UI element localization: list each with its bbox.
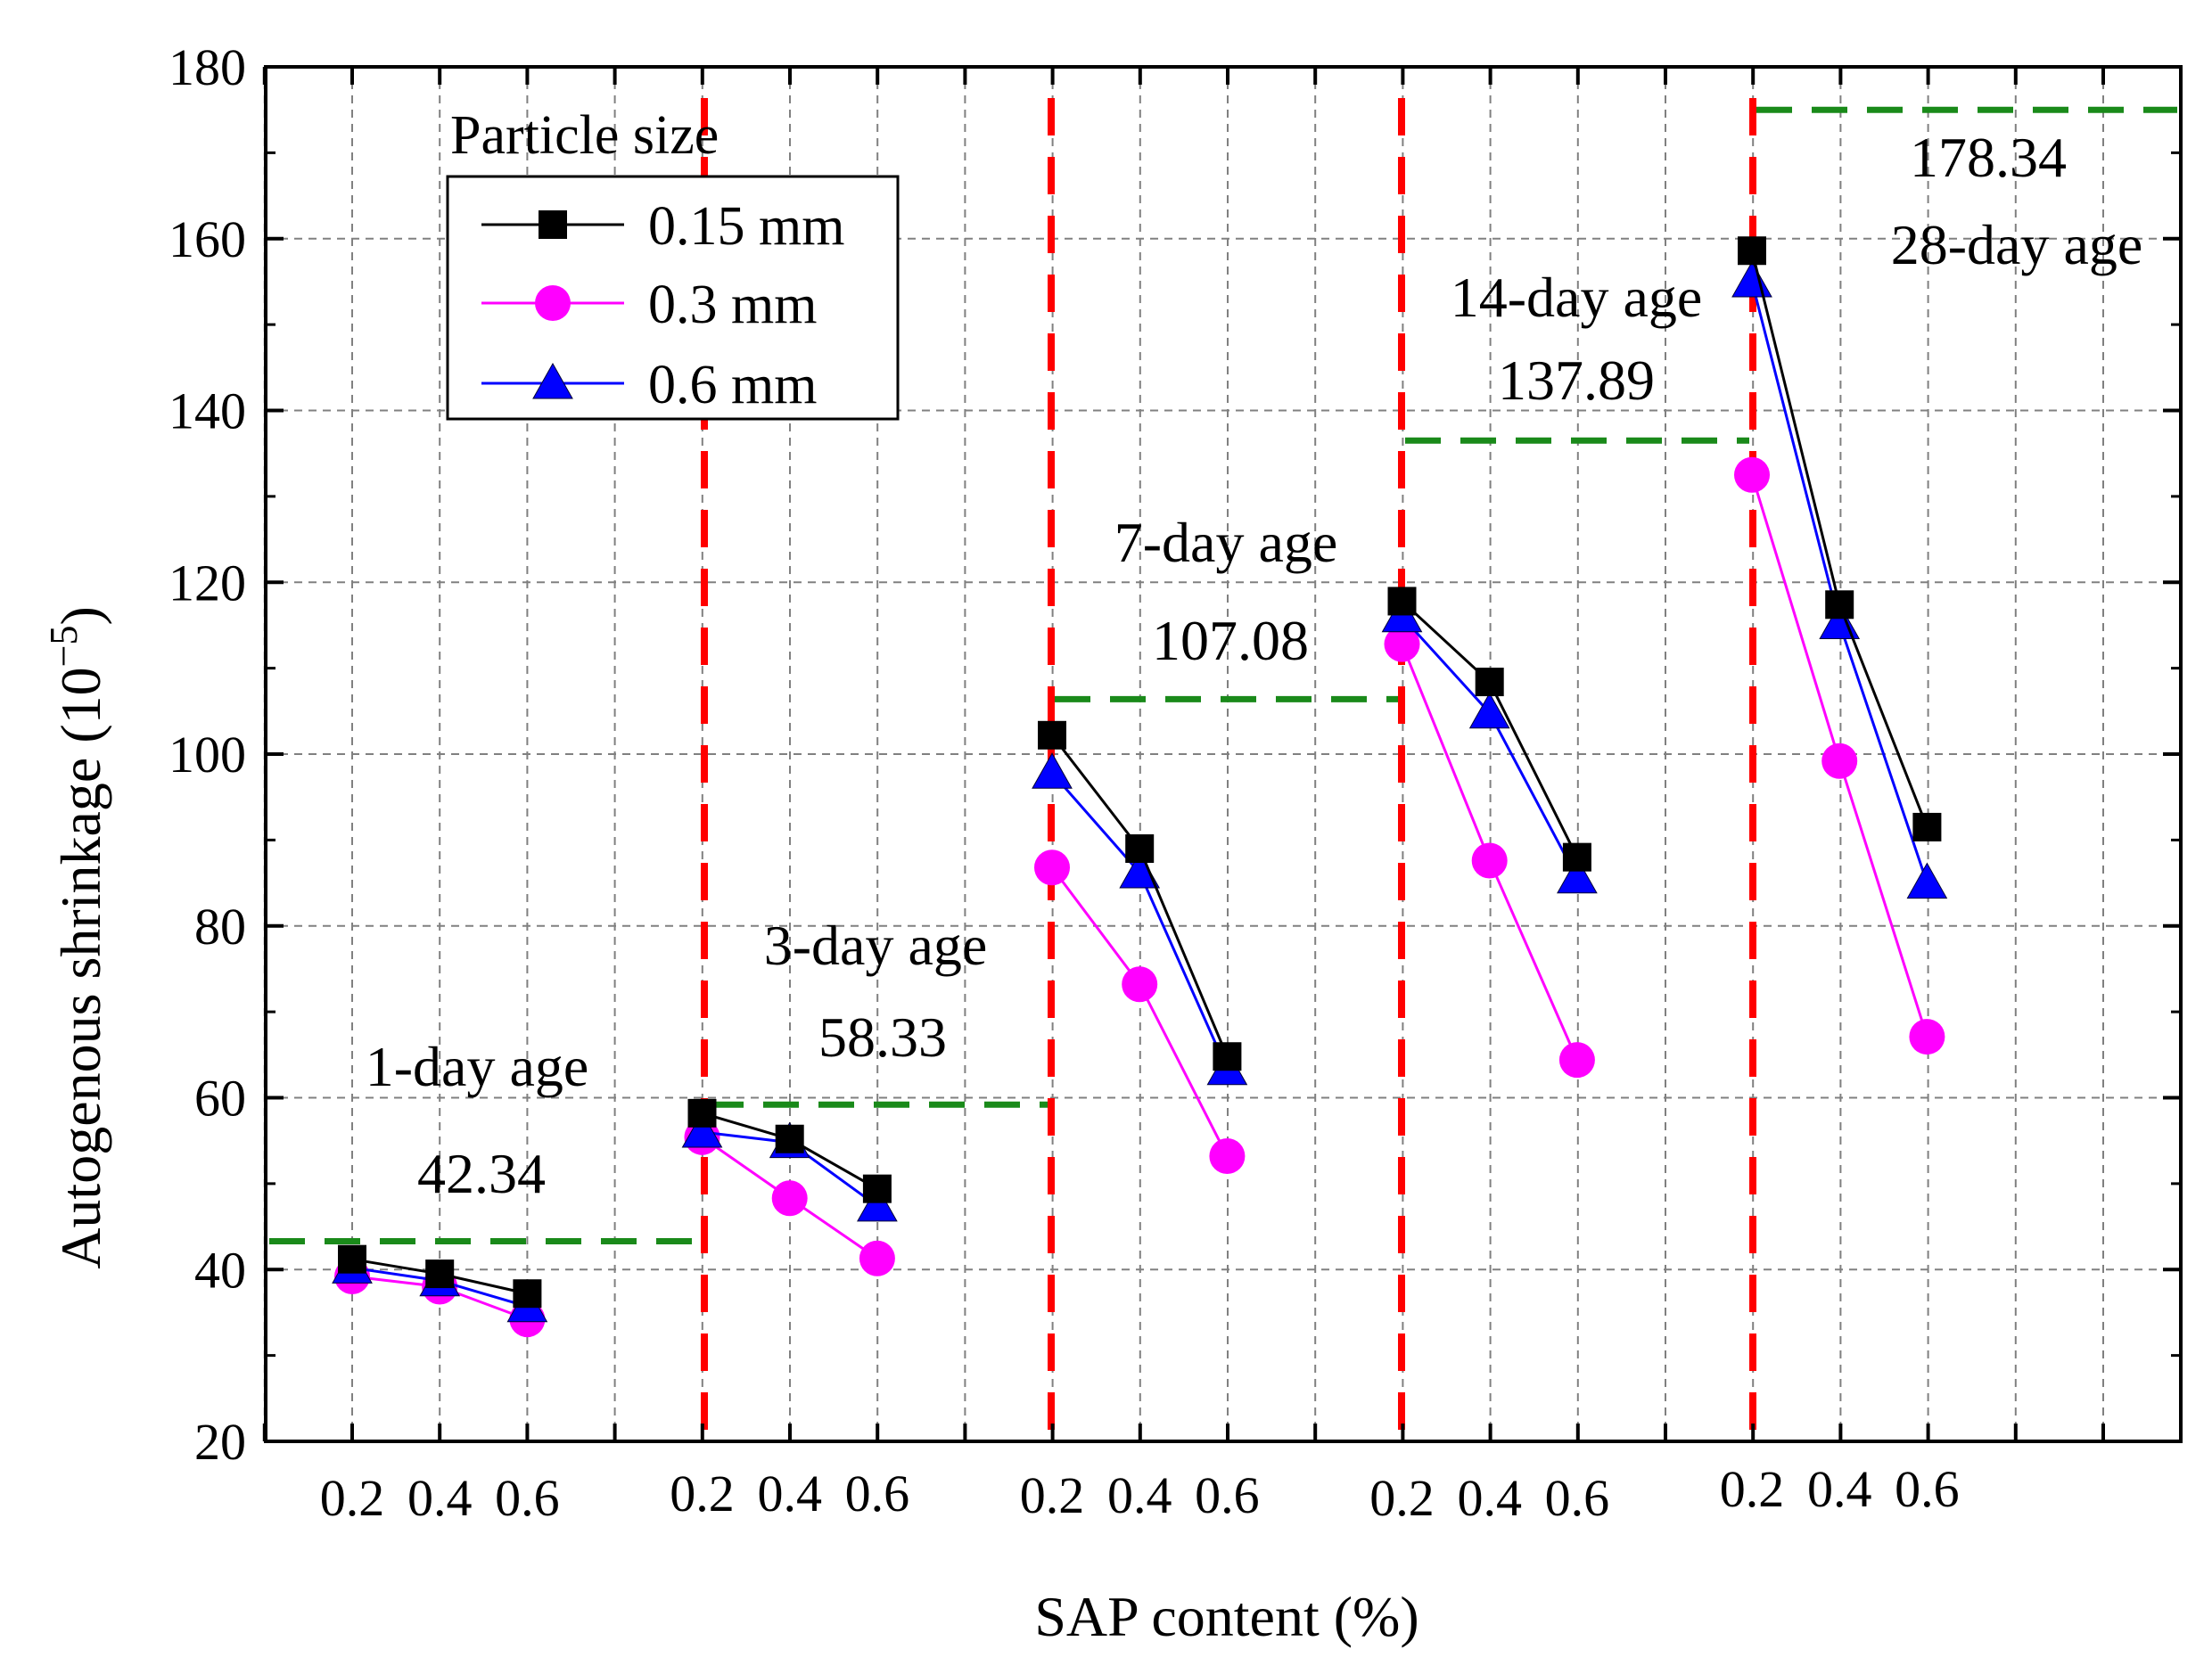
data-point-square [513, 1279, 542, 1309]
y-tick-label: 160 [169, 210, 246, 268]
x-tick-label: 0.4 [407, 1469, 473, 1527]
x-tick-label: 0.2 [320, 1469, 385, 1527]
data-point-triangle [1731, 260, 1772, 298]
x-tick-label: 0.4 [757, 1465, 822, 1522]
series-line-square [1750, 250, 1928, 828]
data-point-circle [859, 1240, 895, 1276]
y-axis-title-exponent: −5 [42, 626, 86, 668]
group-reference-value: 137.89 [1498, 349, 1655, 412]
x-tick-label: 0.2 [1020, 1466, 1085, 1524]
legend-marker-circle [535, 285, 571, 321]
y-axis-title-main: Autogenous shrinkage (10 [49, 667, 112, 1268]
x-tick-label: 0.2 [670, 1465, 735, 1522]
data-point-circle [1471, 842, 1508, 879]
y-tick-label: 100 [169, 726, 246, 784]
x-tick-label: 0.6 [495, 1469, 560, 1527]
legend-box [446, 175, 900, 421]
data-point-triangle [857, 1185, 898, 1222]
data-point-triangle [1032, 752, 1073, 789]
data-point-square [338, 1244, 366, 1274]
legend-label: 0.3 mm [648, 275, 817, 335]
y-tick-label: 80 [194, 898, 246, 956]
group-reference-value: 178.34 [1910, 126, 2067, 189]
data-point-circle [1122, 966, 1158, 1003]
legend-label: 0.15 mm [648, 196, 844, 257]
y-axis-title: Autogenous shrinkage (10−5) [42, 606, 112, 1269]
y-tick-label: 120 [169, 554, 246, 611]
legend-marker-square [539, 210, 567, 239]
x-tick-label: 0.6 [1195, 1466, 1260, 1524]
data-point-triangle [681, 1112, 723, 1148]
x-axis-title: SAP content (%) [1034, 1585, 1418, 1648]
x-tick-label: 0.4 [1807, 1460, 1872, 1518]
x-tick-label: 0.2 [1369, 1469, 1435, 1527]
data-point-circle [1909, 1019, 1945, 1055]
y-tick-label: 40 [194, 1241, 246, 1299]
x-tick-label: 0.6 [1545, 1469, 1610, 1527]
legend: Particle size 0.15 mm 0.3 mm 0.6 mm [446, 105, 900, 421]
legend-title: Particle size [450, 105, 719, 166]
group-reference-value: 107.08 [1152, 609, 1309, 672]
group-age-label: 3-day age [764, 914, 988, 977]
data-point-circle [771, 1180, 808, 1217]
data-point-circle [1034, 849, 1070, 886]
y-tick-label: 60 [194, 1070, 246, 1128]
data-point-triangle [1468, 692, 1510, 729]
y-tick-label: 140 [169, 382, 246, 440]
x-tick-label: 0.2 [1720, 1460, 1785, 1518]
data-point-circle [1821, 743, 1858, 779]
data-point-square [1125, 834, 1155, 864]
group-reference-value: 58.33 [818, 1005, 947, 1069]
data-point-circle [1734, 456, 1770, 493]
data-point-square [1912, 812, 1942, 841]
y-axis-title-close: ) [49, 606, 112, 625]
group-age-label: 14-day age [1451, 266, 1703, 329]
x-tick-label: 0.6 [845, 1465, 910, 1522]
data-point-triangle [1557, 857, 1598, 894]
data-point-square [687, 1098, 717, 1128]
group-age-label: 28-day age [1891, 213, 2143, 276]
legend-entries: 0.15 mm 0.3 mm 0.6 mm [481, 196, 844, 415]
legend-label: 0.6 mm [648, 355, 817, 415]
data-point-circle [1558, 1042, 1595, 1079]
data-point-square [425, 1260, 455, 1289]
x-tick-label: 0.4 [1457, 1469, 1522, 1527]
y-tick-label: 180 [169, 38, 246, 96]
data-point-square [1738, 236, 1766, 266]
data-point-triangle [1906, 862, 1948, 899]
group-reference-value: 42.34 [417, 1142, 546, 1205]
data-point-square [1562, 842, 1591, 872]
series-layer [332, 236, 1948, 1338]
data-point-square [1213, 1042, 1242, 1071]
x-tick-label: 0.4 [1107, 1466, 1172, 1524]
data-point-square [775, 1124, 804, 1153]
annotation-layer: 0.2 0.4 0.6 0.2 0.4 0.6 0.2 0.4 0.6 0.2 0.4 0.6 0.2 0… [320, 126, 2143, 1527]
data-point-square [862, 1174, 892, 1203]
data-point-square [1825, 590, 1854, 620]
data-point-square [1475, 668, 1504, 697]
x-tick-label: 0.6 [1895, 1460, 1960, 1518]
axes-frame: 20 40 60 80 100 120 140 160 180 [169, 38, 2183, 1471]
data-point-square [1387, 587, 1417, 616]
group-age-label: 7-day age [1114, 511, 1338, 574]
legend-marker-triangle [532, 362, 573, 399]
data-point-circle [1209, 1138, 1246, 1175]
data-point-circle [1384, 626, 1420, 662]
data-point-square [1038, 720, 1066, 750]
y-tick-label: 20 [194, 1413, 246, 1471]
group-age-label: 1-day age [366, 1035, 589, 1098]
